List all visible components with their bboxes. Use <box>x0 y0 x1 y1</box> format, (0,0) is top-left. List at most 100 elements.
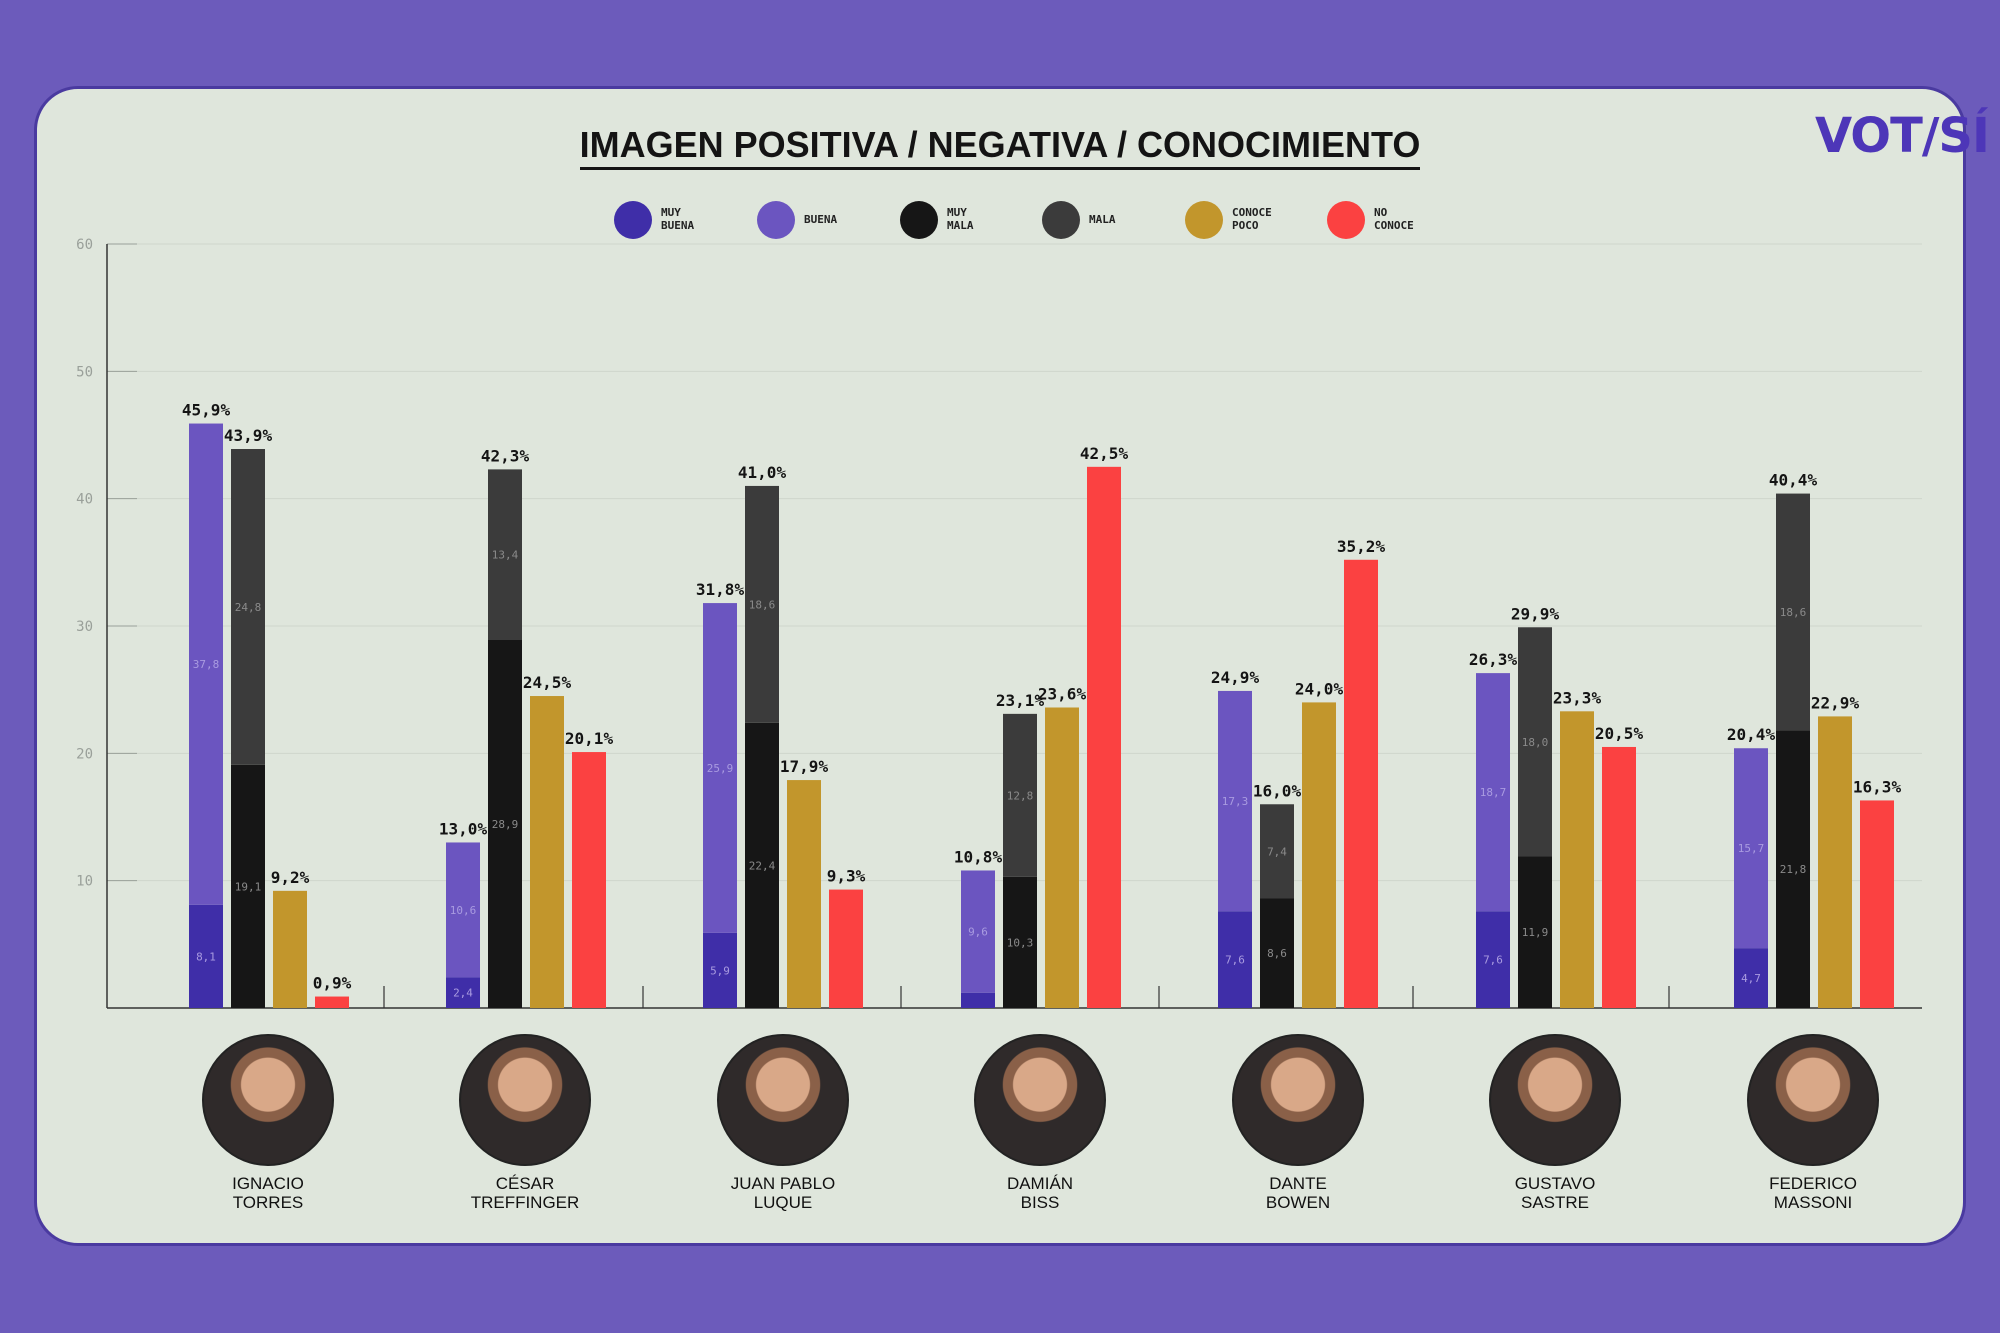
data-label-muy-mala: 10,3 <box>1007 936 1034 949</box>
total-label-conoce-poco: 23,6% <box>1038 684 1087 703</box>
total-label-negativa: 29,9% <box>1511 604 1560 623</box>
avatar <box>1232 1034 1364 1166</box>
data-label-mala: 12,8 <box>1007 789 1034 802</box>
data-label-muy-buena: 8,1 <box>196 950 216 963</box>
total-label-conoce-poco: 17,9% <box>780 757 829 776</box>
bar-buena <box>189 423 223 905</box>
data-label-mala: 7,4 <box>1267 845 1287 858</box>
data-label-muy-mala: 11,9 <box>1522 926 1549 939</box>
bar-muy-mala <box>745 722 779 1008</box>
legend-swatch <box>1185 201 1223 239</box>
total-label-conoce-poco: 22,9% <box>1811 693 1860 712</box>
bar-buena <box>1734 748 1768 949</box>
total-label-no-conoce: 16,3% <box>1853 777 1902 796</box>
bar-conoce-poco <box>1560 711 1594 1008</box>
data-label-buena: 18,7 <box>1480 786 1507 799</box>
bar-conoce-poco <box>530 696 564 1008</box>
data-label-muy-mala: 21,8 <box>1780 863 1807 876</box>
bar-buena <box>1218 690 1252 912</box>
y-tick-label: 40 <box>76 492 93 508</box>
data-label-mala: 18,6 <box>749 598 776 611</box>
data-label-muy-mala: 28,9 <box>492 818 519 831</box>
bar-mala <box>231 449 265 765</box>
bar-no-conoce <box>315 996 349 1008</box>
legend-swatch <box>614 201 652 239</box>
bar-buena <box>961 870 995 993</box>
data-label-buena: 37,8 <box>193 658 220 671</box>
total-label-negativa: 23,1% <box>996 691 1045 710</box>
total-label-no-conoce: 42,5% <box>1080 444 1129 463</box>
total-label-negativa: 40,4% <box>1769 471 1818 490</box>
total-label-no-conoce: 9,3% <box>827 867 866 886</box>
bar-muy-buena <box>189 904 223 1008</box>
legend-swatch <box>1042 201 1080 239</box>
bar-conoce-poco <box>1045 707 1079 1008</box>
candidate: GUSTAVO SASTRE <box>1445 1034 1665 1212</box>
candidate: FEDERICO MASSONI <box>1703 1034 1923 1212</box>
legend-label: MALA <box>1089 213 1116 226</box>
data-label-muy-buena: 7,6 <box>1225 954 1245 967</box>
bar-muy-buena <box>961 992 995 1008</box>
data-label-mala: 18,6 <box>1780 606 1807 619</box>
total-label-positiva: 31,8% <box>696 580 745 599</box>
chart-title: IMAGEN POSITIVA / NEGATIVA / CONOCIMIENT… <box>0 124 2000 170</box>
bar-conoce-poco <box>1818 716 1852 1008</box>
bar-buena <box>703 603 737 933</box>
candidate: DAMIÁN BISS <box>930 1034 1150 1212</box>
total-label-negativa: 16,0% <box>1253 781 1302 800</box>
total-label-negativa: 43,9% <box>224 426 273 445</box>
legend-label: MUY MALA <box>947 206 974 232</box>
data-label-mala: 24,8 <box>235 601 262 614</box>
bar-no-conoce <box>572 752 606 1008</box>
avatar <box>717 1034 849 1166</box>
total-label-no-conoce: 20,1% <box>565 729 614 748</box>
bar-muy-mala <box>1260 898 1294 1008</box>
bar-muy-mala <box>1776 730 1810 1008</box>
data-label-muy-mala: 8,6 <box>1267 947 1287 960</box>
bar-mala <box>1518 627 1552 857</box>
bar-no-conoce <box>1602 746 1636 1008</box>
data-label-muy-buena: 2,4 <box>453 987 473 1000</box>
data-label-muy-buena: 5,9 <box>710 964 730 977</box>
bar-muy-mala <box>1003 876 1037 1008</box>
avatar <box>1747 1034 1879 1166</box>
y-tick-label: 10 <box>76 874 93 890</box>
bar-mala <box>488 469 522 641</box>
bar-conoce-poco <box>1302 702 1336 1008</box>
legend-swatch <box>1327 201 1365 239</box>
bar-muy-buena <box>1476 911 1510 1008</box>
candidate: DANTE BOWEN <box>1188 1034 1408 1212</box>
candidate: CÉSAR TREFFINGER <box>415 1034 635 1212</box>
data-label-mala: 18,0 <box>1522 736 1549 749</box>
candidate-name: CÉSAR TREFFINGER <box>470 1174 580 1212</box>
legend-label: CONOCE POCO <box>1232 206 1272 232</box>
bar-mala <box>745 485 779 723</box>
total-label-conoce-poco: 23,3% <box>1553 688 1602 707</box>
y-tick-label: 50 <box>76 364 93 380</box>
data-label-muy-buena: 7,6 <box>1483 954 1503 967</box>
data-label-buena: 10,6 <box>450 904 477 917</box>
total-label-positiva: 20,4% <box>1727 725 1776 744</box>
total-label-conoce-poco: 9,2% <box>271 868 310 887</box>
bar-no-conoce <box>1860 800 1894 1008</box>
data-label-buena: 25,9 <box>707 762 734 775</box>
total-label-no-conoce: 0,9% <box>313 974 352 993</box>
data-label-buena: 9,6 <box>968 926 988 939</box>
legend-label: MUY BUENA <box>661 206 695 232</box>
candidate-name: JUAN PABLO LUQUE <box>730 1174 836 1212</box>
avatar <box>459 1034 591 1166</box>
legend-label: BUENA <box>804 213 838 226</box>
candidate-name: GUSTAVO SASTRE <box>1514 1174 1596 1212</box>
data-label-buena: 17,3 <box>1222 795 1249 808</box>
bar-mala <box>1776 493 1810 731</box>
legend-label: NO CONOCE <box>1374 206 1414 232</box>
total-label-no-conoce: 35,2% <box>1337 537 1386 556</box>
bar-muy-buena <box>446 977 480 1008</box>
data-label-muy-buena: 4,7 <box>1741 972 1761 985</box>
legend-swatch <box>757 201 795 239</box>
candidate-name: IGNACIO TORRES <box>232 1174 304 1212</box>
data-label-mala: 13,4 <box>492 549 519 562</box>
y-tick-label: 20 <box>76 746 93 762</box>
bar-muy-mala <box>488 640 522 1008</box>
bar-no-conoce <box>829 889 863 1008</box>
